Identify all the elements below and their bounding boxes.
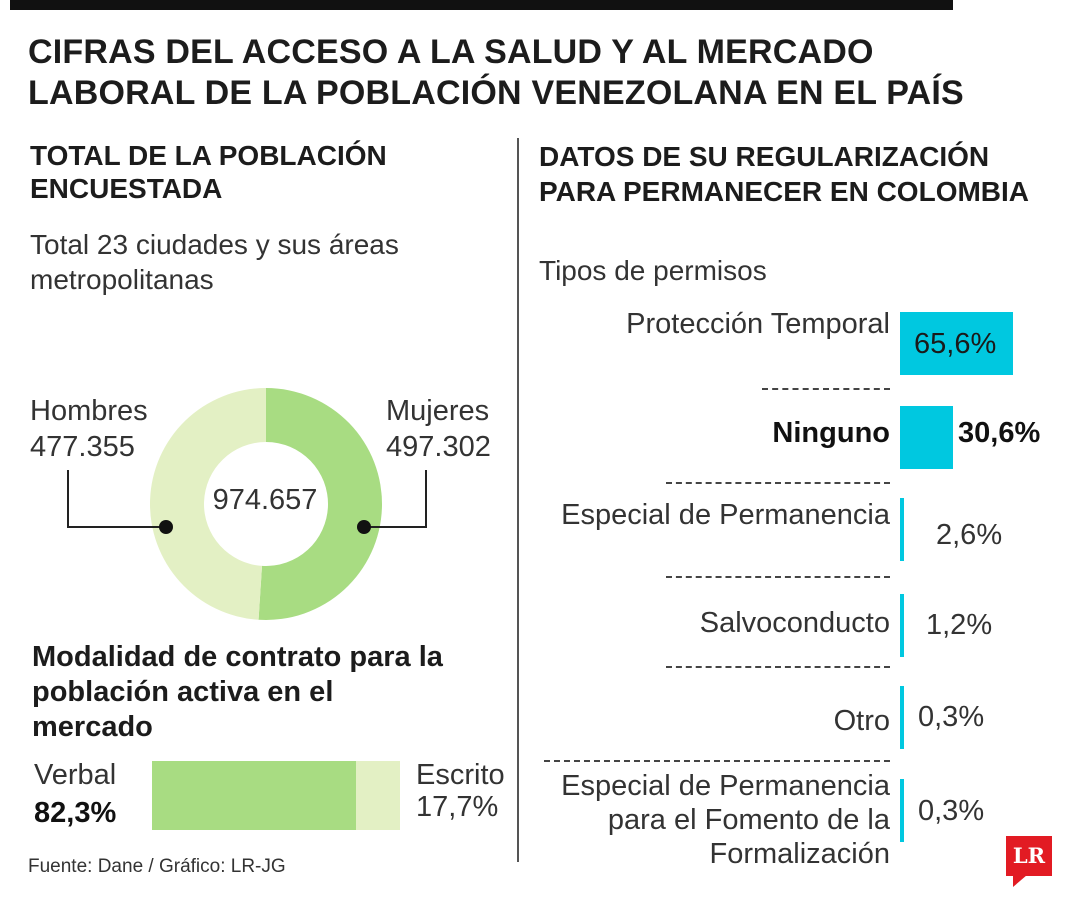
donut-slice-mujeres (258, 388, 382, 620)
permits-subtitle: Tipos de permisos (539, 255, 767, 286)
population-subtitle: Total 23 ciudades y sus áreas metropolit… (30, 229, 399, 295)
leader-line-hombres (67, 470, 166, 528)
permit-separator (666, 482, 890, 484)
permit-value-salvoconducto: 1,2% (926, 609, 993, 641)
permit-value-especial-fomento: 0,3% (918, 795, 985, 827)
permit-bar-ninguno (900, 406, 953, 469)
contract-section-title: Modalidad de contrato para la población … (32, 641, 443, 743)
permit-separator (762, 388, 890, 390)
permit-label-proteccion-temporal: Protección Temporal (626, 308, 890, 340)
permit-value-proteccion-temporal: 65,6% (914, 328, 997, 360)
contract-bar-escrito (356, 761, 400, 830)
permit-value-ninguno: 30,6% (958, 417, 1041, 449)
permit-separator (666, 576, 890, 578)
source-note: Fuente: Dane / Gráfico: LR-JG (28, 856, 286, 877)
permit-value-especial-permanencia: 2,6% (936, 519, 1003, 551)
leader-line-mujeres (364, 470, 427, 528)
permit-bar-otro (900, 686, 904, 749)
contract-bar-verbal (152, 761, 357, 830)
permit-value-otro: 0,3% (918, 701, 985, 733)
donut-slice-hombres (149, 388, 266, 620)
permit-bar-proteccion-temporal (900, 312, 1013, 375)
population-section-title: TOTAL DE LA POBLACIÓN ENCUESTADA (30, 140, 387, 204)
page-title: CIFRAS DEL ACCESO A LA SALUD Y AL MERCAD… (28, 33, 964, 112)
permit-label-otro: Otro (833, 705, 890, 737)
contract-label-verbal: Verbal (34, 759, 117, 791)
column-divider (517, 138, 519, 862)
contract-value-verbal: 82,3% (34, 797, 117, 829)
lr-logo: LR (1006, 836, 1052, 876)
permit-separator (666, 666, 890, 668)
donut-total: 974.657 (212, 484, 318, 516)
leader-line-hombres-dot (159, 520, 173, 534)
permit-label-salvoconducto: Salvoconducto (699, 607, 890, 639)
contract-label-escrito: Escrito (416, 759, 505, 791)
permit-bar-especial-fomento (900, 779, 904, 842)
permits-section-title: DATOS DE SU REGULARIZACIÓN PARA PERMANEC… (539, 141, 1030, 207)
permit-bar-especial-permanencia (900, 498, 905, 561)
lr-logo-tail (1013, 875, 1027, 887)
permit-label-ninguno: Ninguno (772, 417, 890, 449)
permit-label-especial-permanencia: Especial de Permanencia (561, 499, 890, 531)
permit-separator (544, 760, 890, 762)
donut-label-mujeres: Mujeres (386, 395, 490, 427)
donut-label-hombres: Hombres (30, 395, 148, 427)
permit-label-especial-fomento: Especial de Permanencia para el Fomento … (561, 770, 890, 870)
leader-line-mujeres-dot (357, 520, 371, 534)
permit-bar-salvoconducto (900, 594, 904, 657)
donut-value-mujeres: 497.302 (386, 431, 491, 463)
contract-value-escrito: 17,7% (416, 791, 499, 823)
donut-value-hombres: 477.355 (30, 431, 135, 463)
top-bar (10, 0, 953, 10)
